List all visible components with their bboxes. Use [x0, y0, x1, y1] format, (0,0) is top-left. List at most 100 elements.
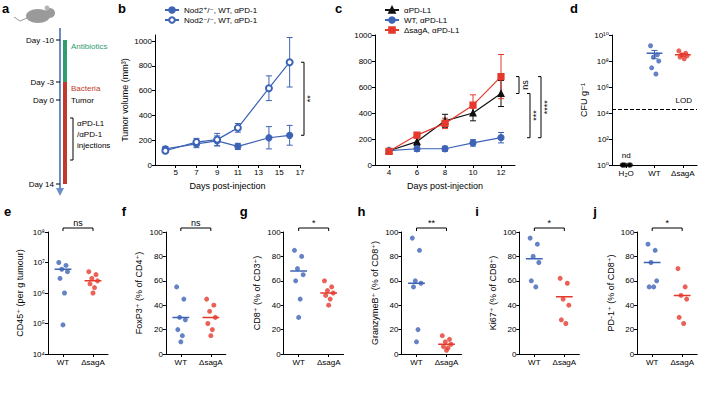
svg-text:f: f [122, 204, 127, 219]
svg-text:CD8⁺ (% of CD3⁺): CD8⁺ (% of CD3⁺) [252, 256, 262, 331]
svg-text:10⁷: 10⁷ [33, 258, 45, 267]
svg-text:10⁸: 10⁸ [33, 228, 45, 237]
svg-text:Day 14: Day 14 [29, 180, 55, 189]
svg-text:ns: ns [73, 218, 83, 228]
svg-text:Days post-injection: Days post-injection [407, 181, 483, 191]
svg-text:j: j [592, 204, 597, 219]
svg-text:20: 20 [154, 325, 163, 334]
svg-text:100: 100 [503, 228, 517, 237]
svg-text:Nod2⁺/⁻, WT, αPD-1: Nod2⁺/⁻, WT, αPD-1 [184, 6, 258, 15]
svg-text:FoxP3⁺ (% of CD4⁺): FoxP3⁺ (% of CD4⁺) [134, 252, 144, 335]
svg-text:WT: WT [410, 358, 423, 367]
svg-text:ΔsagA: ΔsagA [670, 358, 694, 367]
svg-text:40: 40 [507, 301, 516, 310]
svg-text:***: *** [531, 110, 541, 121]
svg-text:60: 60 [507, 276, 516, 285]
svg-text:ΔsagA: ΔsagA [553, 358, 577, 367]
svg-text:200: 200 [359, 135, 373, 144]
svg-text:Day 0: Day 0 [33, 96, 54, 105]
svg-text:0: 0 [148, 161, 153, 170]
svg-text:WT: WT [646, 358, 659, 367]
svg-text:WT: WT [528, 358, 541, 367]
svg-text:a: a [2, 1, 10, 16]
svg-text:60: 60 [625, 276, 634, 285]
svg-text:Antibiotics: Antibiotics [71, 42, 107, 51]
svg-text:0: 0 [630, 350, 635, 359]
svg-text:WT: WT [57, 358, 70, 367]
svg-text:800: 800 [139, 61, 153, 70]
svg-text:ΔsagA: ΔsagA [81, 358, 105, 367]
svg-text:ΔsagA, αPD-L1: ΔsagA, αPD-L1 [404, 26, 460, 35]
svg-text:100: 100 [149, 228, 163, 237]
svg-text:10⁸: 10⁸ [597, 57, 609, 66]
svg-text:4: 4 [387, 168, 392, 177]
svg-text:80: 80 [507, 252, 516, 261]
svg-text:80: 80 [625, 252, 634, 261]
svg-text:12: 12 [497, 168, 506, 177]
svg-text:1000: 1000 [354, 31, 372, 40]
svg-text:80: 80 [154, 252, 163, 261]
svg-text:80: 80 [272, 252, 281, 261]
svg-text:ΔsagA: ΔsagA [671, 169, 695, 178]
svg-text:100: 100 [385, 228, 399, 237]
svg-text:ΔsagA: ΔsagA [199, 358, 223, 367]
svg-text:10⁵: 10⁵ [33, 319, 45, 328]
svg-text:17: 17 [296, 168, 305, 177]
svg-text:40: 40 [390, 301, 399, 310]
svg-text:Ki67⁺ (% of CD8⁺): Ki67⁺ (% of CD8⁺) [488, 256, 498, 331]
svg-text:****: **** [542, 100, 552, 115]
svg-text:Day -3: Day -3 [30, 78, 54, 87]
svg-text:0: 0 [512, 350, 517, 359]
svg-text:10: 10 [469, 168, 478, 177]
svg-text:WT, αPD-L1: WT, αPD-L1 [404, 16, 448, 25]
svg-text:60: 60 [390, 276, 399, 285]
svg-text:H₂O: H₂O [619, 169, 634, 178]
svg-text:GranzymeB⁺ (% of CD8⁺): GranzymeB⁺ (% of CD8⁺) [370, 241, 380, 345]
svg-text:*: * [665, 218, 669, 228]
svg-text:5: 5 [173, 168, 178, 177]
svg-text:**: ** [305, 95, 315, 103]
svg-text:600: 600 [359, 83, 373, 92]
svg-text:αPD-L1: αPD-L1 [404, 6, 432, 15]
svg-text:400: 400 [139, 111, 153, 120]
svg-text:0: 0 [368, 161, 373, 170]
svg-text:10⁶: 10⁶ [33, 289, 45, 298]
svg-text:60: 60 [154, 276, 163, 285]
svg-text:10⁴: 10⁴ [33, 350, 46, 359]
svg-text:Days post-injection: Days post-injection [189, 181, 265, 191]
svg-text:0: 0 [276, 350, 281, 359]
svg-text:**: ** [428, 218, 436, 228]
svg-text:10¹⁰: 10¹⁰ [594, 31, 609, 40]
svg-text:Nod2⁻/⁻, WT, αPD-1: Nod2⁻/⁻, WT, αPD-1 [184, 16, 258, 25]
svg-text:h: h [358, 204, 366, 219]
svg-text:WT: WT [648, 169, 661, 178]
svg-text:WT: WT [292, 358, 305, 367]
svg-text:20: 20 [507, 325, 516, 334]
svg-text:Bacteria: Bacteria [71, 84, 101, 93]
svg-text:c: c [335, 1, 342, 16]
svg-text:10²: 10² [597, 135, 609, 144]
svg-text:20: 20 [390, 325, 399, 334]
svg-text:WT: WT [175, 358, 188, 367]
svg-text:11: 11 [234, 168, 243, 177]
svg-text:LOD: LOD [676, 96, 693, 105]
svg-text:60: 60 [272, 276, 281, 285]
svg-text:0: 0 [158, 350, 163, 359]
svg-text:d: d [570, 1, 578, 16]
svg-text:*: * [548, 218, 552, 228]
svg-text:10⁶: 10⁶ [597, 83, 609, 92]
svg-text:i: i [475, 204, 479, 219]
svg-text:g: g [240, 204, 248, 219]
svg-text:ns: ns [191, 218, 201, 228]
svg-text:80: 80 [390, 252, 399, 261]
svg-text:200: 200 [139, 136, 153, 145]
svg-text:40: 40 [625, 301, 634, 310]
svg-text:CFU g⁻¹: CFU g⁻¹ [579, 83, 589, 117]
svg-text:10⁰: 10⁰ [597, 161, 609, 170]
svg-text:Tumor volume (mm³): Tumor volume (mm³) [120, 58, 130, 142]
svg-text:100: 100 [621, 228, 635, 237]
svg-text:40: 40 [154, 301, 163, 310]
svg-text:20: 20 [272, 325, 281, 334]
svg-text:ns: ns [520, 80, 530, 90]
svg-text:8: 8 [443, 168, 448, 177]
